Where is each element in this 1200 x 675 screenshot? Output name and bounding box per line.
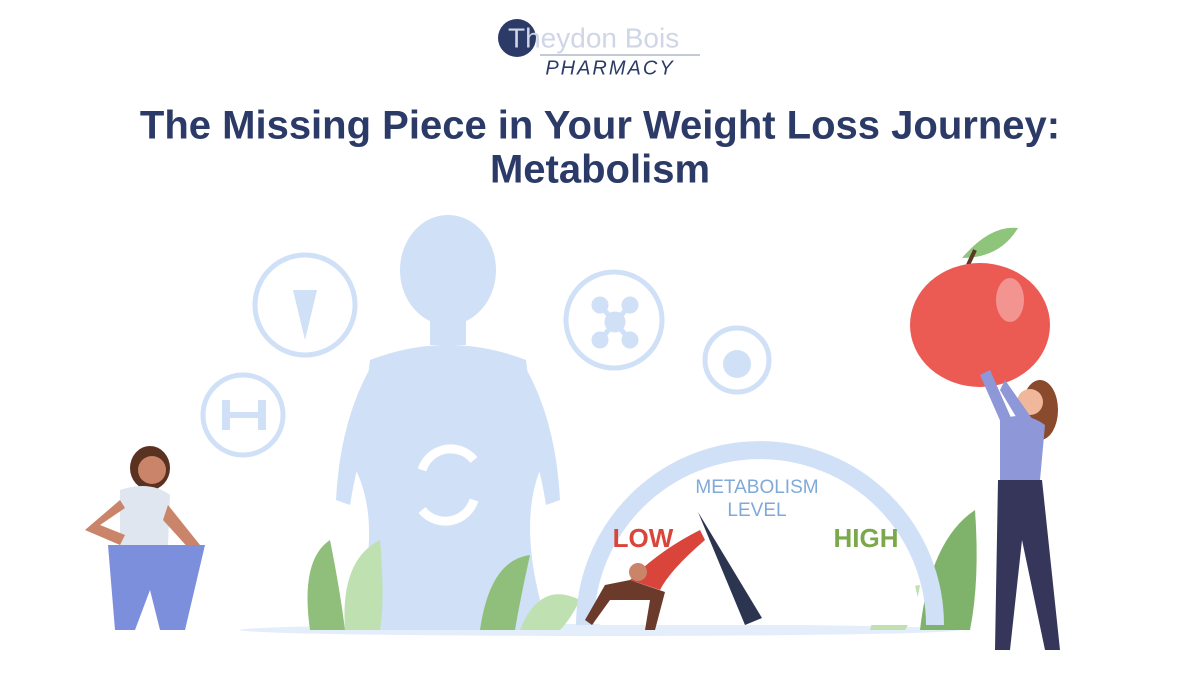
- gauge-needle: [698, 512, 762, 625]
- gauge: METABOLISM LEVEL LOW HIGH: [576, 441, 944, 626]
- logo-name: Theydon Bois: [508, 22, 679, 53]
- title-line: The Missing Piece in Your Weight Loss Jo…: [140, 104, 1060, 148]
- woman-left: [85, 446, 205, 630]
- woman-right: [980, 370, 1060, 650]
- gauge-low: LOW: [613, 523, 674, 553]
- body-silhouette: [336, 215, 560, 630]
- apple: [910, 227, 1050, 387]
- molecule-icon: [591, 296, 639, 349]
- carrot-icon: [293, 290, 317, 340]
- logo: Theydon Bois PHARMACY: [498, 19, 700, 79]
- gauge-label: LEVEL: [727, 500, 786, 521]
- pushing-man: [585, 530, 705, 630]
- icon-rings: [200, 252, 772, 458]
- cycle-icon: [417, 444, 479, 526]
- gauge-label: METABOLISM: [695, 477, 818, 498]
- dumbbell-icon: [222, 400, 266, 430]
- logo-subtitle: PHARMACY: [545, 57, 674, 79]
- apple-icon: [723, 350, 751, 378]
- logo-circle: [498, 19, 536, 57]
- gauge-high: HIGH: [834, 523, 899, 553]
- title-line: Metabolism: [490, 148, 710, 192]
